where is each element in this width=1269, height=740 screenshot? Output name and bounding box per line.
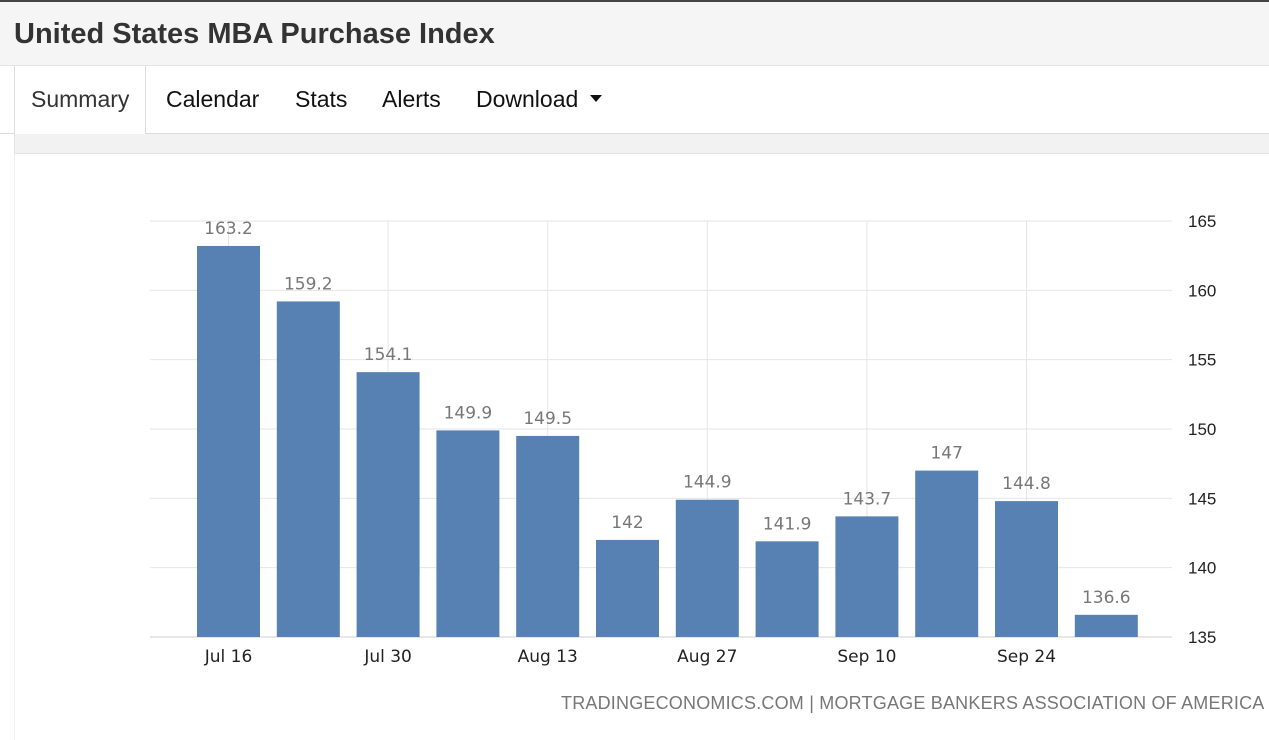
y-tick-label: 165 <box>1188 212 1216 231</box>
tab-bar: Summary Calendar Stats Alerts Download <box>0 66 1269 134</box>
x-tick-label: Aug 27 <box>677 647 737 667</box>
bar-value-label: 144.9 <box>683 473 732 493</box>
tab-download[interactable]: Download <box>476 66 603 133</box>
bar-value-label: 141.9 <box>763 514 812 534</box>
tab-download-label: Download <box>476 86 579 112</box>
tab-summary-label: Summary <box>31 86 130 112</box>
y-tick-label: 160 <box>1188 281 1216 300</box>
bar <box>516 435 580 637</box>
tab-alerts[interactable]: Alerts <box>382 66 441 133</box>
tab-stats[interactable]: Stats <box>295 66 347 133</box>
source-credit: TRADINGECONOMICS.COM | MORTGAGE BANKERS … <box>561 693 1265 713</box>
y-tick-label: 155 <box>1188 351 1216 370</box>
x-tick-label: Jul 16 <box>204 647 253 667</box>
chart-toolbar-strip <box>14 134 1269 154</box>
page-title: United States MBA Purchase Index <box>14 18 495 50</box>
bar <box>915 470 979 637</box>
page-header: United States MBA Purchase Index <box>0 2 1269 66</box>
x-tick-label: Sep 24 <box>997 647 1056 667</box>
bar-value-label: 136.6 <box>1082 588 1131 608</box>
bar <box>436 430 500 637</box>
bar-value-label: 142 <box>611 513 643 533</box>
x-tick-label: Aug 13 <box>518 647 578 667</box>
y-tick-label: 145 <box>1188 489 1216 508</box>
bar <box>995 501 1058 637</box>
bar-value-label: 149.9 <box>444 403 493 423</box>
bar-value-label: 149.5 <box>523 409 572 429</box>
bar <box>356 372 420 637</box>
bar <box>755 541 819 637</box>
y-tick-label: 150 <box>1188 420 1216 439</box>
bar <box>276 301 340 637</box>
bar <box>835 516 899 637</box>
bar-value-label: 159.2 <box>284 274 333 294</box>
tab-calendar-label: Calendar <box>166 86 260 112</box>
tab-summary[interactable]: Summary <box>14 66 147 134</box>
tab-stats-label: Stats <box>295 86 348 112</box>
bar-value-label: 143.7 <box>843 489 892 509</box>
tab-calendar[interactable]: Calendar <box>166 66 259 133</box>
bar <box>596 539 659 637</box>
bar-value-label: 154.1 <box>364 345 413 365</box>
caret-down-icon <box>590 95 603 103</box>
bar <box>197 245 260 637</box>
bar <box>1074 614 1138 637</box>
tab-alerts-label: Alerts <box>382 86 441 112</box>
bar <box>675 499 739 637</box>
x-tick-label: Jul 30 <box>363 647 412 667</box>
top-border <box>0 0 1269 2</box>
x-tick-label: Sep 10 <box>837 647 896 667</box>
bar-value-label: 147 <box>930 444 962 464</box>
y-tick-label: 135 <box>1188 628 1216 647</box>
bar-value-label: 144.8 <box>1002 474 1051 494</box>
bar-value-label: 163.2 <box>204 219 253 239</box>
y-tick-label: 140 <box>1188 559 1216 578</box>
